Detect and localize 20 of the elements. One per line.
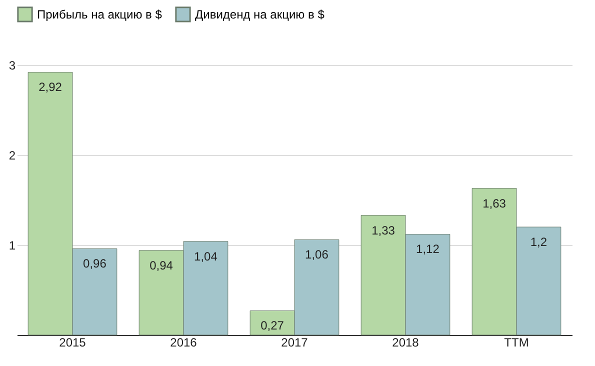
data-label: 1,04 <box>194 249 218 264</box>
y-tick-label: 2 <box>8 148 16 162</box>
legend-label: Прибыль на акцию в $ <box>37 7 162 22</box>
x-tick-label: 2016 <box>170 336 198 350</box>
data-label: 1,63 <box>482 196 506 210</box>
y-tick-label: 1 <box>8 238 16 252</box>
data-label: 0,96 <box>83 256 107 271</box>
data-label: 0,94 <box>150 258 174 272</box>
legend-label: Дивиденд на акцию в $ <box>195 7 325 22</box>
x-tick-label: 2015 <box>59 336 86 350</box>
y-tick-label: 3 <box>8 58 16 72</box>
data-label: 0,27 <box>260 318 284 333</box>
data-label: 1,2 <box>530 235 548 249</box>
x-tick-label: TTM <box>504 336 529 350</box>
data-label: 1,06 <box>305 248 329 262</box>
x-tick-label: 2017 <box>281 336 308 350</box>
data-label: 1,33 <box>372 223 396 238</box>
data-label: 2,92 <box>38 80 62 94</box>
data-label: 1,12 <box>416 242 440 256</box>
x-tick-label: 2018 <box>392 336 420 350</box>
